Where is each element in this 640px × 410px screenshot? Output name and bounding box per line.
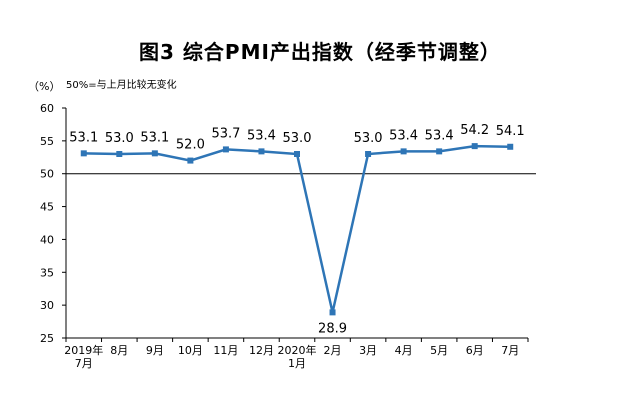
series-line (83, 144, 511, 313)
data-point (471, 143, 478, 150)
x-tick-label: 12月 (249, 344, 274, 357)
data-label: 54.2 (460, 123, 489, 138)
data-label: 53.0 (105, 131, 134, 146)
data-label: 53.1 (140, 130, 169, 145)
data-point (258, 148, 265, 155)
data-point (436, 148, 443, 155)
x-tick-label: 2月 (324, 344, 342, 357)
data-point (222, 146, 229, 153)
data-point (187, 157, 194, 164)
x-tick-label: 2020年 1月 (278, 343, 317, 370)
data-point (116, 151, 123, 157)
y-tick-label: 60 (40, 102, 54, 115)
x-tick-label: 8月 (110, 344, 128, 357)
data-label: 53.1 (69, 130, 98, 145)
data-point (329, 309, 336, 316)
x-tick-label: 6月 (466, 344, 484, 357)
data-point (365, 151, 372, 157)
y-axis-label: （%） (28, 80, 60, 93)
x-tick-label: 3月 (359, 344, 377, 357)
data-label: 53.0 (354, 131, 383, 146)
data-label: 54.1 (496, 124, 525, 139)
y-tick-label: 55 (40, 135, 54, 148)
y-tick-label: 45 (40, 201, 54, 214)
chart-note: 50%=与上月比较无变化 (66, 78, 177, 91)
data-point (80, 150, 87, 157)
y-tick-label: 50 (40, 168, 54, 181)
x-tick-label: 4月 (395, 344, 413, 357)
x-tick-label: 7月 (501, 344, 519, 357)
y-tick-label: 40 (40, 233, 54, 246)
data-label: 53.0 (283, 131, 312, 146)
x-tick-label: 5月 (430, 344, 448, 357)
x-tick-label: 2019年 7月 (64, 343, 103, 370)
data-label: 53.4 (247, 128, 276, 143)
x-tick-label: 11月 (213, 344, 238, 357)
y-tick-label: 25 (40, 332, 54, 345)
data-point (151, 150, 158, 157)
data-label: 53.4 (425, 128, 454, 143)
data-label: 53.7 (211, 126, 240, 141)
data-point (294, 151, 300, 157)
data-label: 28.9 (318, 321, 347, 336)
y-tick-label: 30 (40, 299, 54, 312)
x-tick-label: 9月 (146, 344, 164, 357)
y-tick-label: 35 (40, 266, 54, 279)
data-point (400, 148, 407, 155)
data-point (507, 143, 514, 150)
data-label: 53.4 (389, 128, 418, 143)
x-tick-label: 10月 (178, 344, 203, 357)
chart-title: 图3 综合PMI产出指数（经季节调整） (139, 40, 501, 64)
data-label: 52.0 (176, 138, 205, 153)
